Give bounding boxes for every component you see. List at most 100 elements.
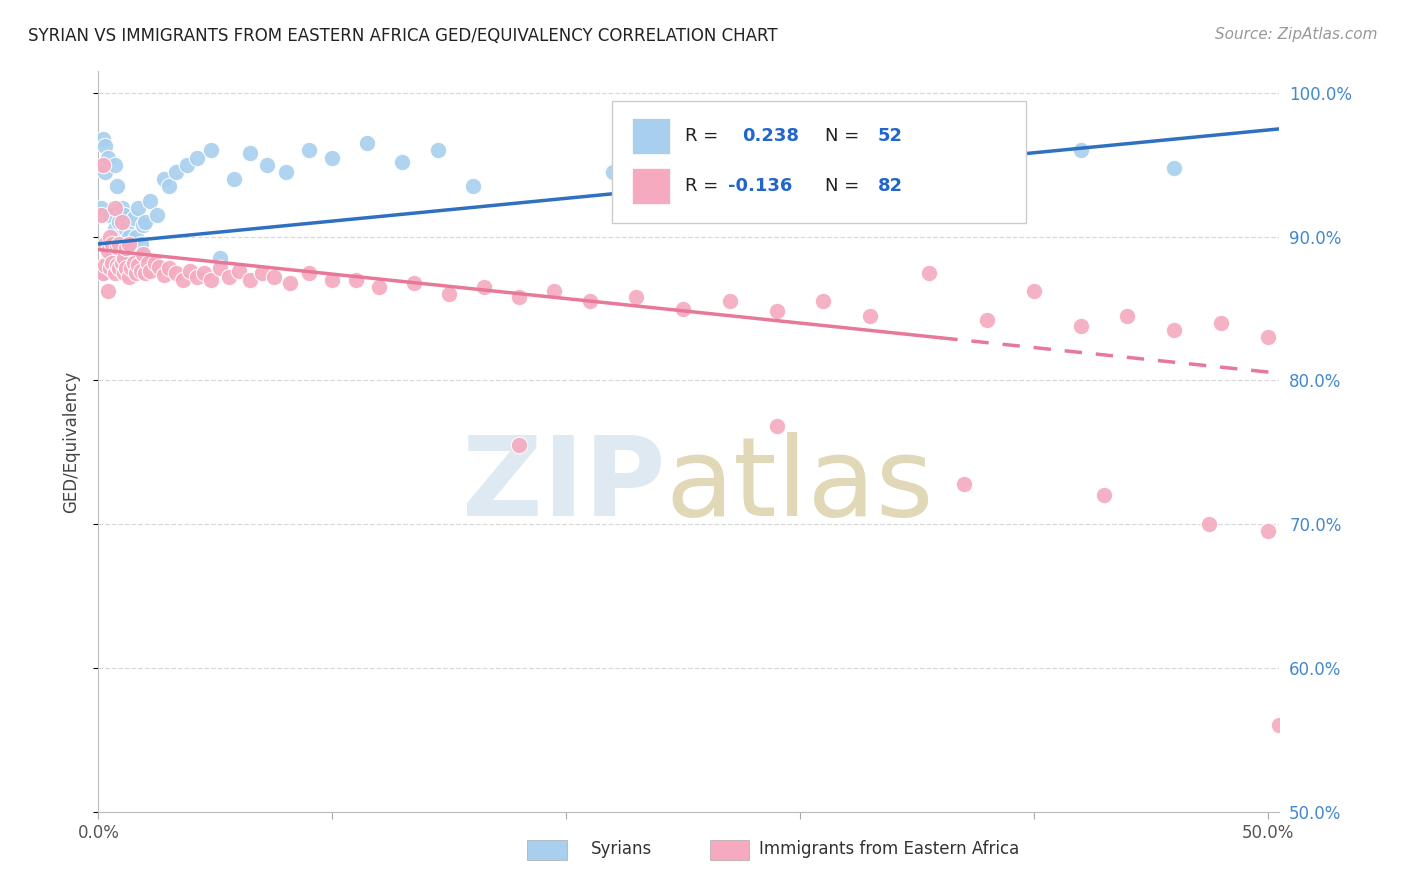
Point xyxy=(146,208,169,222)
Point xyxy=(104,222,127,236)
Point xyxy=(94,236,117,251)
Point xyxy=(98,229,121,244)
Text: Immigrants from Eastern Africa: Immigrants from Eastern Africa xyxy=(759,840,1019,858)
Point xyxy=(165,266,187,280)
Point xyxy=(101,252,124,266)
Text: Syrians: Syrians xyxy=(591,840,652,858)
Text: -0.136: -0.136 xyxy=(728,178,793,195)
Point xyxy=(1257,330,1279,344)
Point xyxy=(1163,161,1185,175)
Point xyxy=(112,266,135,280)
Point xyxy=(602,165,624,179)
Point xyxy=(321,273,343,287)
FancyBboxPatch shape xyxy=(633,169,671,204)
Point xyxy=(120,236,142,251)
Point xyxy=(1198,517,1220,532)
Point xyxy=(134,215,156,229)
Point xyxy=(115,222,138,236)
Point xyxy=(139,264,162,278)
Point xyxy=(543,285,565,299)
Point xyxy=(101,255,124,269)
Point xyxy=(97,285,120,299)
Point xyxy=(239,146,262,161)
Point xyxy=(426,144,449,158)
Point xyxy=(97,151,120,165)
Point xyxy=(98,261,121,276)
Point xyxy=(143,255,166,269)
Point xyxy=(125,266,148,280)
Text: R =: R = xyxy=(685,127,724,145)
Point xyxy=(1257,524,1279,539)
Point xyxy=(97,244,120,258)
Point xyxy=(344,273,367,287)
Point xyxy=(228,264,250,278)
FancyBboxPatch shape xyxy=(612,101,1025,223)
Point xyxy=(278,276,301,290)
Text: N =: N = xyxy=(825,127,865,145)
Point xyxy=(122,211,145,225)
Point xyxy=(115,261,138,276)
Text: 0.238: 0.238 xyxy=(742,127,799,145)
Point xyxy=(1070,144,1092,158)
Point xyxy=(1022,285,1045,299)
Point xyxy=(105,259,128,273)
Point xyxy=(122,255,145,269)
Point xyxy=(101,259,124,273)
Point xyxy=(172,273,194,287)
Point xyxy=(104,158,127,172)
Point xyxy=(765,304,787,318)
Point xyxy=(200,144,222,158)
Point xyxy=(115,241,138,255)
Point xyxy=(101,236,124,251)
Point xyxy=(139,194,162,208)
Point xyxy=(472,280,495,294)
Point xyxy=(148,260,170,274)
Point xyxy=(813,201,835,215)
FancyBboxPatch shape xyxy=(633,118,671,153)
Point xyxy=(91,266,114,280)
Point xyxy=(90,208,112,222)
Point xyxy=(1209,316,1232,330)
Point xyxy=(132,247,155,261)
Point xyxy=(111,255,134,269)
Point xyxy=(108,236,131,251)
Point xyxy=(859,309,882,323)
FancyBboxPatch shape xyxy=(527,840,567,860)
Point xyxy=(218,269,240,284)
Point xyxy=(134,266,156,280)
Point xyxy=(153,268,176,283)
Y-axis label: GED/Equivalency: GED/Equivalency xyxy=(62,370,80,513)
Point xyxy=(718,294,741,309)
Point xyxy=(111,201,134,215)
Point xyxy=(1070,318,1092,333)
Point xyxy=(118,269,141,284)
Point xyxy=(91,158,114,172)
Point xyxy=(356,136,378,151)
Point xyxy=(165,165,187,179)
Point xyxy=(1268,718,1291,732)
FancyBboxPatch shape xyxy=(710,840,749,860)
Point xyxy=(578,294,600,309)
Point xyxy=(672,301,695,316)
Point xyxy=(91,132,114,146)
Point xyxy=(439,287,461,301)
Point xyxy=(118,229,141,244)
Point xyxy=(127,201,149,215)
Point xyxy=(108,241,131,255)
Point xyxy=(90,201,112,215)
Text: R =: R = xyxy=(685,178,724,195)
Text: 82: 82 xyxy=(877,178,903,195)
Point xyxy=(125,229,148,244)
Point xyxy=(94,259,117,273)
Point xyxy=(127,259,149,273)
Point xyxy=(208,261,231,276)
Point xyxy=(129,236,152,251)
Point xyxy=(153,172,176,186)
Point xyxy=(1116,309,1139,323)
Point xyxy=(193,266,215,280)
Point xyxy=(91,266,114,280)
Point xyxy=(98,236,121,251)
Point xyxy=(94,165,117,179)
Text: 52: 52 xyxy=(877,127,903,145)
Text: ZIP: ZIP xyxy=(463,433,665,540)
